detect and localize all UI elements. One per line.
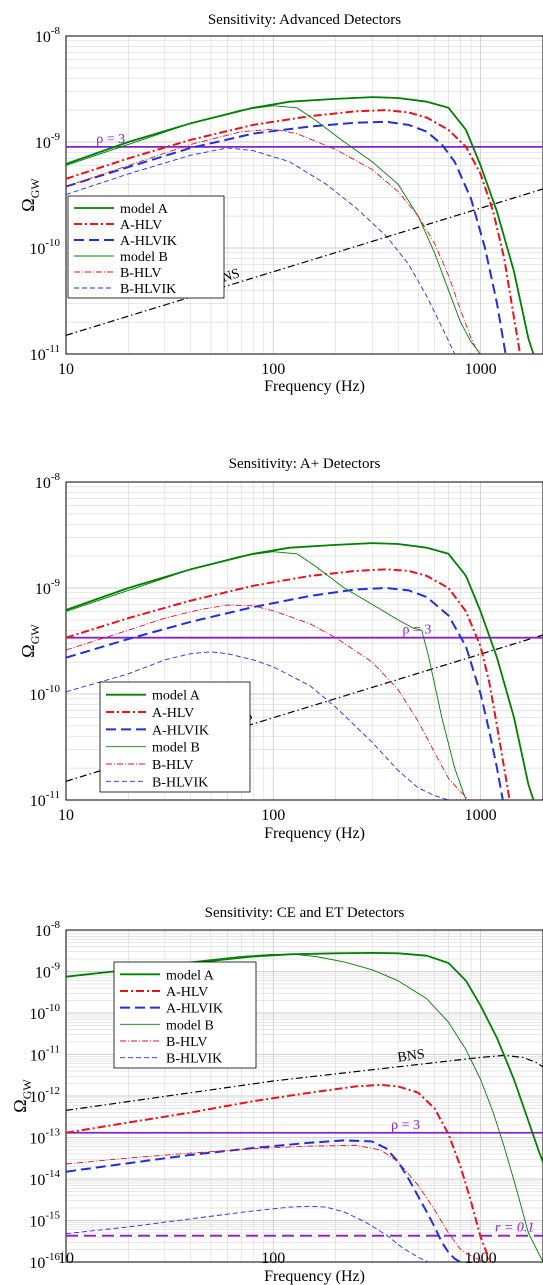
legend-label: A-HLV bbox=[152, 706, 194, 721]
y-tick-label: 10-11 bbox=[30, 789, 60, 810]
x-tick-label: 10 bbox=[58, 1250, 74, 1267]
plot-frame bbox=[65, 929, 543, 1263]
y-tick-label: 10-16 bbox=[29, 1251, 60, 1272]
y-tick-label: 10-9 bbox=[35, 577, 61, 598]
legend-label: model B bbox=[120, 250, 168, 265]
y-tick-label: 10-9 bbox=[35, 131, 61, 152]
legend-label: A-HLV bbox=[120, 218, 162, 233]
y-tick-label: 10-15 bbox=[29, 1210, 60, 1231]
legend-label: model A bbox=[152, 689, 201, 704]
chart-panel-2: Sensitivity: A+ Detectors 10 100 1000 Freque… bbox=[18, 456, 543, 842]
x-axis-label: Frequency (Hz) bbox=[264, 1268, 365, 1285]
legend-label: B-HLVIK bbox=[152, 775, 208, 790]
chart-title: Sensitivity: CE and ET Detectors bbox=[205, 905, 405, 921]
plot-area bbox=[66, 952, 543, 1262]
legend-box bbox=[113, 961, 257, 1069]
series-line-model-a bbox=[66, 952, 543, 1163]
legend-label: A-HLV bbox=[166, 985, 208, 1000]
x-tick-label: 10 bbox=[58, 361, 74, 378]
y-axis-label: ΩGW bbox=[18, 178, 42, 212]
grid bbox=[65, 36, 543, 355]
y-tick-label: 10-10 bbox=[29, 237, 60, 258]
legend-box bbox=[67, 195, 225, 299]
y-tick-label: 10-8 bbox=[35, 919, 61, 940]
series-line-b-hlvik bbox=[66, 147, 456, 354]
x-tick-label: 100 bbox=[261, 361, 285, 378]
y-tick-label: 10-8 bbox=[35, 25, 61, 46]
series-line-b-hlv bbox=[66, 1144, 490, 1262]
series-line-b-hlv bbox=[66, 128, 480, 354]
bns-line bbox=[66, 188, 543, 336]
y-tick-label: 10-10 bbox=[29, 683, 60, 704]
threshold-label-2: r = 0.1 bbox=[495, 1221, 534, 1236]
plot-frame bbox=[65, 35, 543, 355]
threshold-label-1: ρ = 3 bbox=[96, 132, 125, 147]
series-line-a-hlv bbox=[66, 1083, 492, 1262]
x-tick-label: 10 bbox=[58, 807, 74, 824]
y-tick-label: 10-9 bbox=[35, 961, 61, 982]
legend: model A A-HLV A-HLVIK model B B-HLV B-HLVIK bbox=[99, 681, 251, 793]
chart-panel-1: Sensitivity: Advanced Detectors 10 100 1000… bbox=[18, 12, 543, 395]
chart-title: Sensitivity: Advanced Detectors bbox=[208, 12, 401, 28]
legend-label: model A bbox=[120, 202, 169, 217]
x-tick-label: 1000 bbox=[465, 1250, 497, 1267]
plot-area bbox=[66, 96, 543, 354]
threshold-label-1: ρ = 3 bbox=[402, 623, 431, 638]
series-line-a-hlv bbox=[66, 568, 511, 800]
legend-label: B-HLV bbox=[152, 758, 194, 773]
legend-label: B-HLVIK bbox=[120, 282, 176, 297]
y-axis-label: ΩGW bbox=[18, 624, 42, 658]
legend-label: B-HLV bbox=[166, 1035, 208, 1050]
x-tick-label: 1000 bbox=[465, 361, 497, 378]
series-line-a-hlvik bbox=[66, 120, 507, 354]
legend-label: B-HLVIK bbox=[166, 1052, 222, 1067]
series-line-model-b bbox=[66, 105, 481, 354]
y-tick-label: 10-8 bbox=[35, 471, 61, 492]
plot-area bbox=[66, 542, 543, 800]
x-tick-label: 1000 bbox=[465, 807, 497, 824]
x-tick-label: 100 bbox=[261, 1250, 285, 1267]
series-line-b-hlvik bbox=[66, 651, 449, 800]
y-tick-label: 10-11 bbox=[30, 1044, 60, 1065]
legend-label: model A bbox=[166, 968, 215, 983]
legend-label: A-HLVIK bbox=[120, 234, 177, 249]
series-line-a-hlvik bbox=[66, 587, 504, 800]
series-line-b-hlv bbox=[66, 604, 470, 800]
x-axis-label: Frequency (Hz) bbox=[264, 378, 365, 395]
legend-label: model B bbox=[152, 741, 200, 756]
legend-label: A-HLVIK bbox=[166, 1002, 223, 1017]
bns-label: BNS bbox=[397, 1047, 426, 1066]
series-line-a-hlv bbox=[66, 109, 522, 354]
series-line-model-b bbox=[66, 551, 467, 800]
chart-title: Sensitivity: A+ Detectors bbox=[229, 456, 381, 472]
series-line-b-hlvik bbox=[66, 1205, 429, 1262]
y-tick-label: 10-10 bbox=[29, 1002, 60, 1023]
series-line-model-b bbox=[66, 953, 543, 1262]
x-axis-label: Frequency (Hz) bbox=[264, 825, 365, 842]
plot-frame bbox=[65, 481, 543, 801]
legend-label: B-HLV bbox=[120, 266, 162, 281]
y-axis-label: ΩGW bbox=[10, 1079, 34, 1113]
x-tick-label: 100 bbox=[261, 807, 285, 824]
threshold-label-1: ρ = 3 bbox=[391, 1118, 420, 1133]
y-tick-label: 10-12 bbox=[29, 1085, 60, 1106]
y-tick-label: 10-14 bbox=[29, 1168, 60, 1189]
legend-box bbox=[99, 681, 251, 793]
chart-panel-3: Sensitivity: CE and ET Detectors 10 100 100… bbox=[10, 905, 543, 1285]
legend-label: A-HLVIK bbox=[152, 723, 209, 738]
legend-label: model B bbox=[166, 1018, 214, 1033]
y-tick-label: 10-11 bbox=[30, 343, 60, 364]
y-tick-label: 10-13 bbox=[29, 1127, 60, 1148]
